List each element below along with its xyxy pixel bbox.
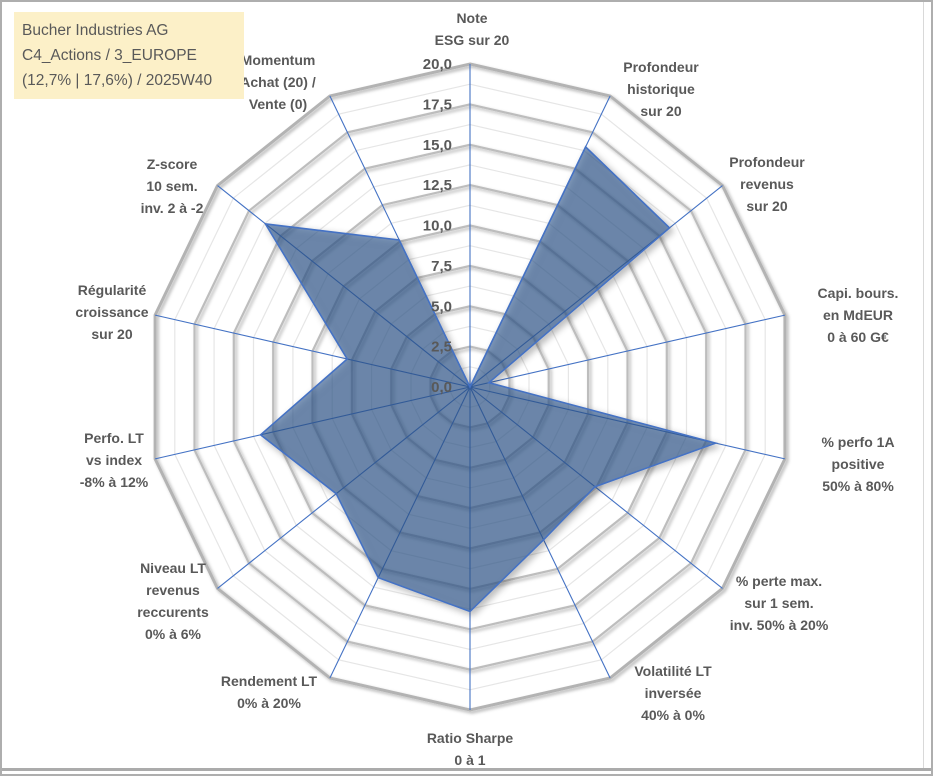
radar-axis-label-11: Régularité croissance sur 20 [75,282,148,342]
chart-area-right-border [923,2,924,770]
radar-axis-label-2: Profondeur revenus sur 20 [729,154,805,214]
radar-axis-label-13: Momentum Achat (20) / Vente (0) [240,52,316,112]
radar-spoke [469,314,786,388]
radar-tick-label: 17,5 [423,96,452,113]
radar-axis-label-8: Rendement LT 0% à 20% [221,673,318,711]
radar-axis-label-0: Note ESG sur 20 [435,10,510,48]
radar-axis-label-7: Ratio Sharpe 0 à 1 [427,730,514,768]
radar-series-polygon [259,145,719,613]
radar-tick-label: 2,5 [431,339,452,356]
radar-tick-label: 0,0 [431,379,452,396]
title-line-universe: C4_Actions / 3_EUROPE [22,47,197,64]
radar-axis-label-3: Capi. bours. en MdEUR 0 à 60 G€ [818,285,899,345]
radar-tick-label: 20,0 [423,56,452,73]
chart-title-box: Bucher Industries AG C4_Actions / 3_EURO… [14,12,244,99]
title-line-perf-week: (12,7% | 17,6%) / 2025W40 [22,72,213,89]
radar-axis-label-1: Profondeur historique sur 20 [623,59,699,119]
radar-axis-label-4: % perfo 1A positive 50% à 80% [821,434,894,494]
radar-axis-label-9: Niveau LT revenus reccurents 0% à 6% [137,560,209,642]
radar-tick-label: 12,5 [423,177,452,194]
radar-axis-label-10: Perfo. LT vs index -8% à 12% [80,430,149,490]
radar-axis-label-6: Volatilité LT inversée 40% à 0% [634,663,712,723]
radar-tick-label: 10,0 [423,218,452,235]
radar-tick-label: 5,0 [431,298,452,315]
radar-tick-label: 15,0 [423,137,452,154]
radar-tick-label: 7,5 [431,258,452,275]
chart-area-bottom-border [2,768,931,771]
title-line-company: Bucher Industries AG [22,22,169,39]
radar-axis-label-5: % perte max. sur 1 sem. inv. 50% à 20% [730,573,829,633]
radar-axis-label-12: Z-score 10 sem. inv. 2 à -2 [141,156,204,216]
